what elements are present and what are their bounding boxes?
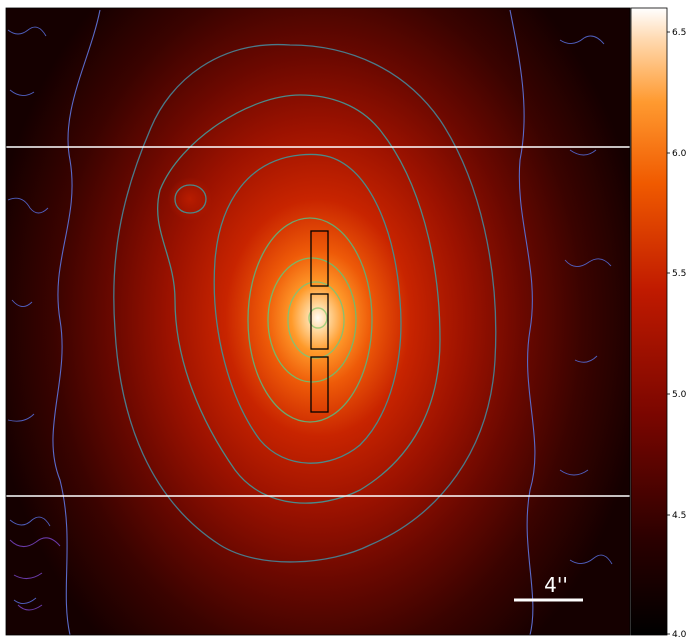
colorbar-tick-label: 5.5 — [672, 269, 686, 279]
contour-teal-3 — [213, 153, 402, 464]
contour-teal-1 — [113, 43, 497, 563]
galaxy-glow — [6, 8, 630, 635]
contour-green-2 — [267, 257, 357, 383]
colorbar-ticks — [667, 31, 670, 635]
contour-green-3 — [287, 281, 345, 359]
slit-box-middle — [310, 293, 329, 350]
contour-green-4 — [308, 307, 328, 329]
contour-green-1 — [247, 217, 373, 423]
colorbar-tick-label: 6.0 — [672, 149, 686, 159]
contour-noise-left — [7, 26, 51, 604]
scale-bar-label: 4'' — [544, 573, 568, 597]
colorbar-tick-label: 4.0 — [672, 630, 686, 639]
contour-teal-blob — [174, 184, 207, 214]
colorbar-tick-label: 6.5 — [672, 28, 686, 38]
contour-outer-right — [509, 9, 536, 635]
contour-teal-2 — [156, 94, 441, 504]
contour-noise-right — [559, 35, 613, 565]
contour-outer-left — [52, 9, 101, 635]
colorbar-tick-label: 4.5 — [672, 511, 686, 521]
slit-box-top — [310, 230, 329, 287]
image-frame — [5, 7, 631, 636]
contour-purple-corner — [9, 537, 61, 611]
colorbar: 6.5 6.0 5.5 5.0 4.5 4.0 — [630, 7, 686, 639]
colorbar-gradient — [631, 8, 667, 635]
image-panel: 4'' — [6, 8, 630, 635]
slit-box-bottom — [310, 356, 329, 413]
colorbar-frame — [630, 7, 668, 636]
colorbar-tick-label: 5.0 — [672, 390, 686, 400]
